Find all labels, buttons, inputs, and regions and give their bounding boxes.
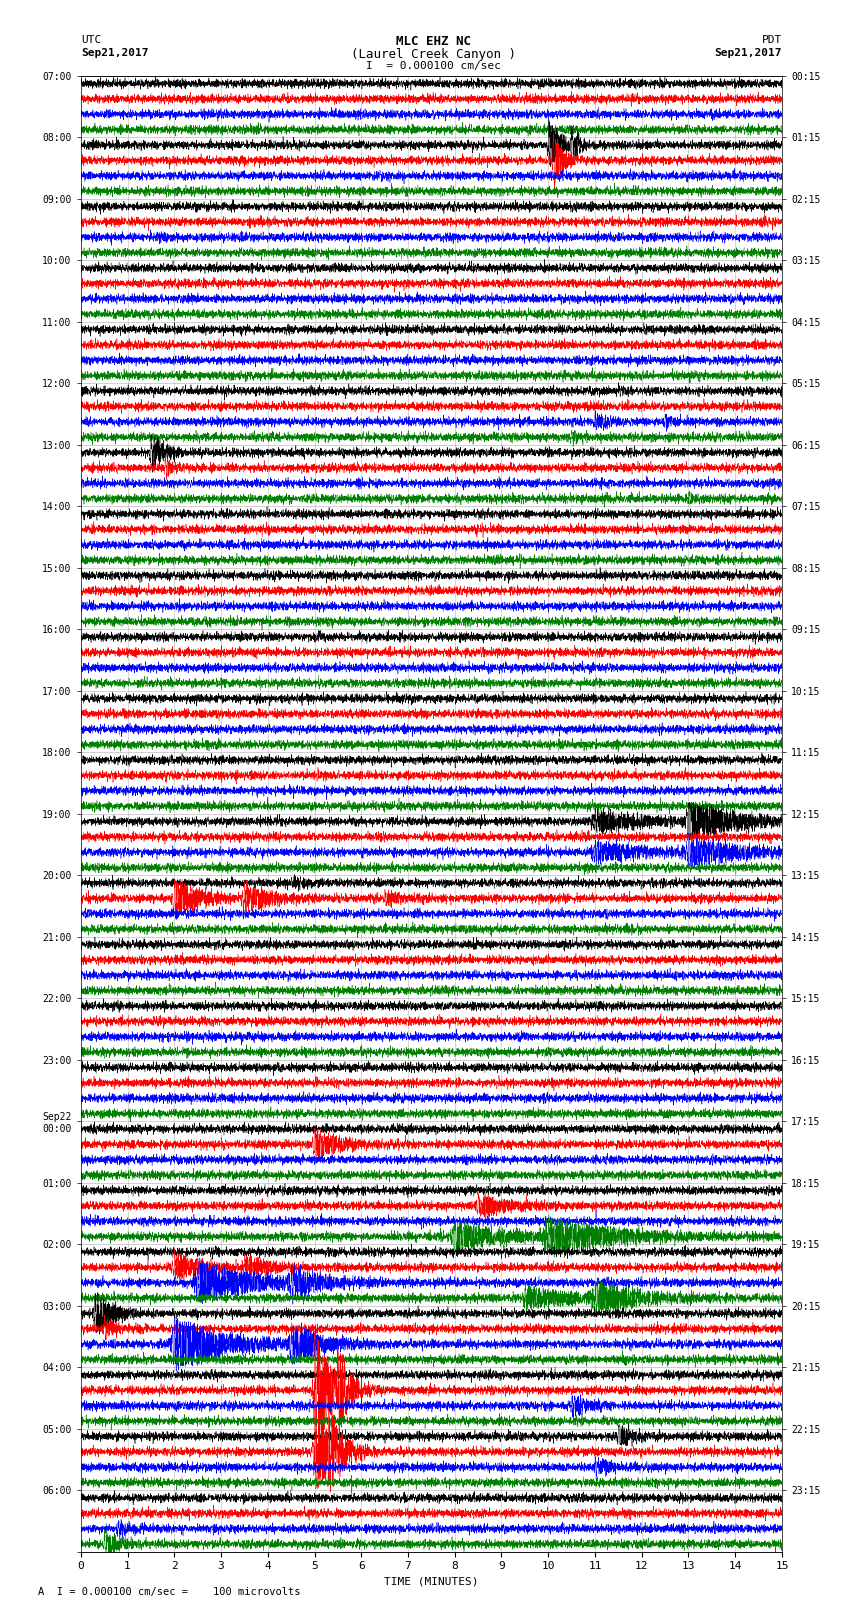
- Text: Sep21,2017: Sep21,2017: [81, 48, 148, 58]
- Text: (Laurel Creek Canyon ): (Laurel Creek Canyon ): [351, 48, 516, 61]
- Text: Sep21,2017: Sep21,2017: [715, 48, 782, 58]
- Text: MLC EHZ NC: MLC EHZ NC: [396, 35, 471, 48]
- Text: A  I = 0.000100 cm/sec =    100 microvolts: A I = 0.000100 cm/sec = 100 microvolts: [38, 1587, 301, 1597]
- Text: I  = 0.000100 cm/sec: I = 0.000100 cm/sec: [366, 61, 501, 71]
- Text: UTC: UTC: [81, 35, 101, 45]
- Text: PDT: PDT: [762, 35, 782, 45]
- X-axis label: TIME (MINUTES): TIME (MINUTES): [384, 1578, 479, 1587]
